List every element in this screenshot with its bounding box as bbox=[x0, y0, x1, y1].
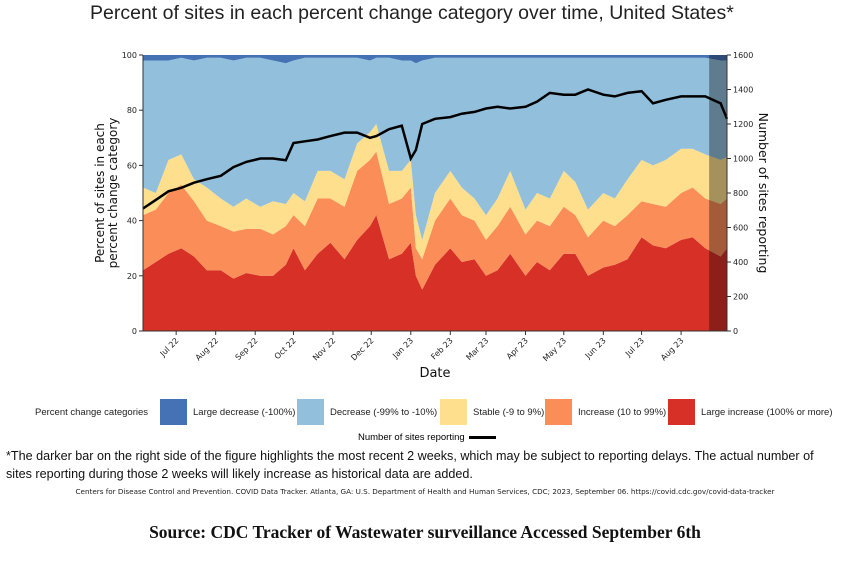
footnote: *The darker bar on the right side of the… bbox=[6, 449, 814, 481]
legend-item-increase: Increase (10 to 99%) bbox=[545, 399, 666, 425]
y-tick-label: 0 bbox=[132, 327, 137, 336]
citation: Centers for Disease Control and Preventi… bbox=[75, 487, 775, 496]
legend-item-large-increase: Large increase (100% or more) bbox=[668, 399, 832, 425]
area-large-increase bbox=[143, 215, 727, 331]
y2-tick-label: 1600 bbox=[733, 51, 753, 60]
x-tick-label: Dec 22 bbox=[349, 336, 375, 362]
y2-axis-label: Number of sites reporting bbox=[756, 113, 771, 274]
chart: 0204060801000200400600800100012001400160… bbox=[93, 51, 771, 381]
x-tick-label: Feb 23 bbox=[429, 336, 454, 361]
y2-tick-label: 600 bbox=[733, 224, 748, 233]
x-tick-label: Apr 23 bbox=[505, 336, 530, 361]
sites-line bbox=[142, 88, 729, 210]
x-tick-label: Jul 22 bbox=[158, 336, 181, 359]
y2-tick-label: 1400 bbox=[733, 86, 753, 95]
x-axis-label: Date bbox=[419, 366, 450, 381]
recent-weeks-highlight bbox=[709, 55, 727, 331]
legend: Percent change categories Large decrease… bbox=[0, 399, 850, 425]
area-large-decrease bbox=[143, 55, 727, 64]
y2-tick-label: 1000 bbox=[733, 155, 753, 164]
x-tick-label: May 23 bbox=[541, 336, 568, 363]
legend-item-stable: Stable (-9 to 9%) bbox=[440, 399, 544, 425]
x-tick-label: Jul 23 bbox=[623, 336, 646, 359]
area-decrease bbox=[143, 57, 727, 240]
legend-item-large-decrease: Large decrease (-100%) bbox=[160, 399, 295, 425]
y2-tick-label: 1200 bbox=[733, 120, 753, 129]
x-tick-label: Jun 23 bbox=[583, 336, 608, 361]
y2-tick-label: 0 bbox=[733, 327, 738, 336]
y2-tick-label: 400 bbox=[733, 258, 748, 267]
y-tick-label: 60 bbox=[127, 161, 137, 170]
x-tick-label: Mar 23 bbox=[464, 336, 490, 362]
x-tick-label: Nov 22 bbox=[311, 336, 337, 362]
y-tick-label: 40 bbox=[127, 217, 137, 226]
source-caption: Source: CDC Tracker of Wastewater survei… bbox=[149, 522, 701, 542]
x-tick-label: Oct 22 bbox=[273, 336, 298, 361]
y2-tick-label: 800 bbox=[733, 189, 748, 198]
x-tick-label: Aug 22 bbox=[194, 336, 220, 362]
chart-title: Percent of sites in each percent change … bbox=[90, 2, 734, 24]
y-tick-label: 20 bbox=[127, 272, 137, 281]
x-tick-label: Aug 23 bbox=[659, 336, 685, 362]
legend-title: Percent change categories bbox=[35, 406, 149, 418]
y-tick-label: 80 bbox=[127, 106, 137, 115]
x-tick-label: Sep 22 bbox=[234, 336, 260, 362]
legend-item-decrease: Decrease (-99% to -10%) bbox=[297, 399, 437, 425]
y-tick-label: 100 bbox=[122, 51, 137, 60]
y2-tick-label: 200 bbox=[733, 293, 748, 302]
legend-item-sites-line: Number of sites reporting bbox=[358, 432, 496, 443]
x-tick-label: Jan 23 bbox=[390, 336, 415, 361]
y-axis-label: Percent of sites in eachpercent change c… bbox=[93, 118, 120, 269]
